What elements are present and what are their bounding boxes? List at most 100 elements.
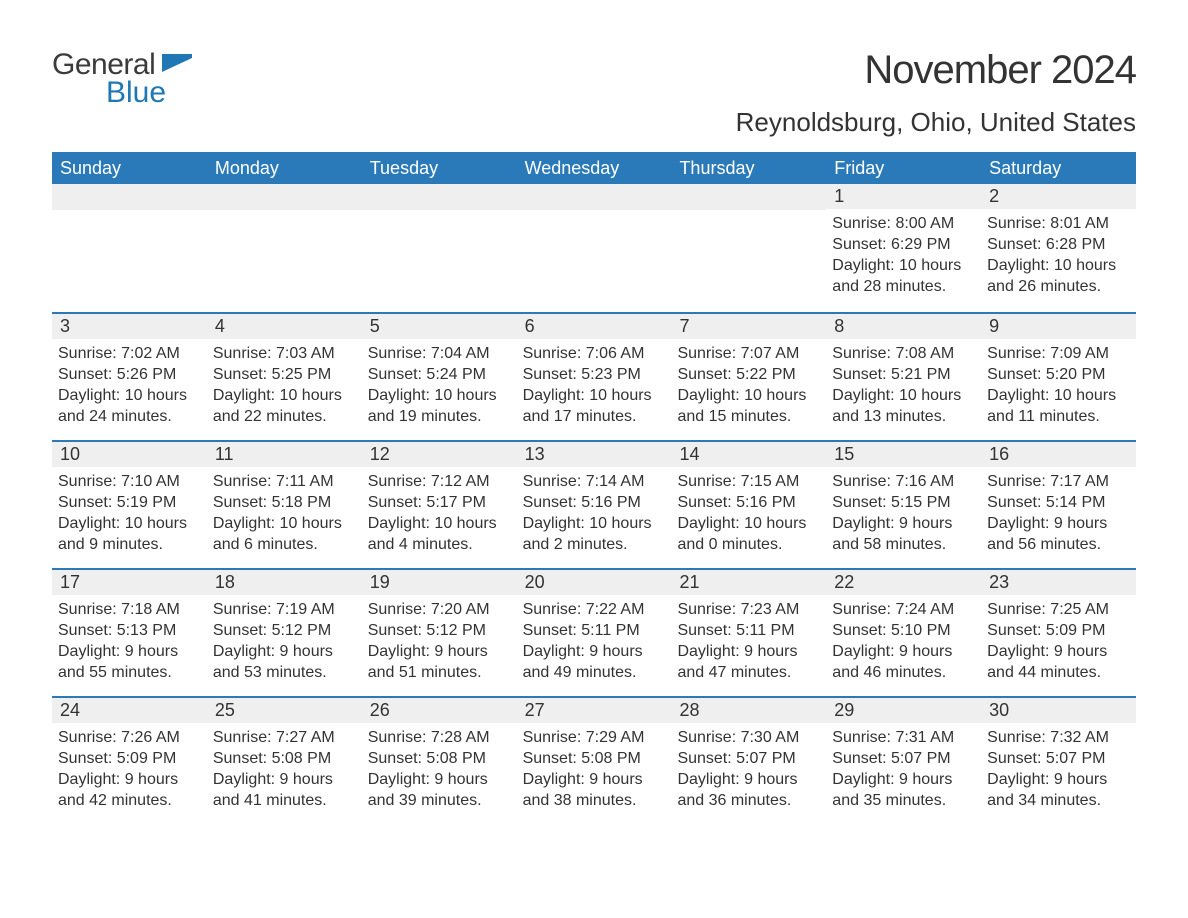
daylight-text: Daylight: 9 hours and 44 minutes.: [987, 641, 1130, 683]
day-body: Sunrise: 7:10 AMSunset: 5:19 PMDaylight:…: [52, 467, 207, 563]
day-cell: 2Sunrise: 8:01 AMSunset: 6:28 PMDaylight…: [981, 184, 1136, 312]
calendar-grid: Sunday Monday Tuesday Wednesday Thursday…: [52, 152, 1136, 824]
day-cell: 18Sunrise: 7:19 AMSunset: 5:12 PMDayligh…: [207, 568, 362, 696]
sunrise-text: Sunrise: 7:12 AM: [368, 471, 511, 492]
day-number: 17: [52, 568, 207, 595]
day-cell: 8Sunrise: 7:08 AMSunset: 5:21 PMDaylight…: [826, 312, 981, 440]
day-body: Sunrise: 7:03 AMSunset: 5:25 PMDaylight:…: [207, 339, 362, 435]
day-cell: 29Sunrise: 7:31 AMSunset: 5:07 PMDayligh…: [826, 696, 981, 824]
day-number: [207, 184, 362, 210]
sunrise-text: Sunrise: 7:18 AM: [58, 599, 201, 620]
sunset-text: Sunset: 5:16 PM: [523, 492, 666, 513]
sunset-text: Sunset: 5:12 PM: [368, 620, 511, 641]
day-body: Sunrise: 7:11 AMSunset: 5:18 PMDaylight:…: [207, 467, 362, 563]
day-body: Sunrise: 7:19 AMSunset: 5:12 PMDaylight:…: [207, 595, 362, 691]
daylight-text: Daylight: 10 hours and 0 minutes.: [677, 513, 820, 555]
daylight-text: Daylight: 10 hours and 4 minutes.: [368, 513, 511, 555]
day-cell: [517, 184, 672, 312]
day-number: 16: [981, 440, 1136, 467]
day-number: 20: [517, 568, 672, 595]
day-cell: 3Sunrise: 7:02 AMSunset: 5:26 PMDaylight…: [52, 312, 207, 440]
day-number: 3: [52, 312, 207, 339]
daylight-text: Daylight: 9 hours and 36 minutes.: [677, 769, 820, 811]
logo-flag-icon: [162, 54, 192, 79]
sunset-text: Sunset: 5:13 PM: [58, 620, 201, 641]
daylight-text: Daylight: 9 hours and 39 minutes.: [368, 769, 511, 811]
daylight-text: Daylight: 10 hours and 19 minutes.: [368, 385, 511, 427]
day-number: 5: [362, 312, 517, 339]
daylight-text: Daylight: 10 hours and 28 minutes.: [832, 255, 975, 297]
day-body: Sunrise: 7:08 AMSunset: 5:21 PMDaylight:…: [826, 339, 981, 435]
day-body: Sunrise: 8:01 AMSunset: 6:28 PMDaylight:…: [981, 209, 1136, 305]
daylight-text: Daylight: 9 hours and 42 minutes.: [58, 769, 201, 811]
day-cell: 17Sunrise: 7:18 AMSunset: 5:13 PMDayligh…: [52, 568, 207, 696]
week-row: 24Sunrise: 7:26 AMSunset: 5:09 PMDayligh…: [52, 696, 1136, 824]
day-number: 21: [671, 568, 826, 595]
sunset-text: Sunset: 5:22 PM: [677, 364, 820, 385]
sunset-text: Sunset: 5:07 PM: [677, 748, 820, 769]
day-body: Sunrise: 8:00 AMSunset: 6:29 PMDaylight:…: [826, 209, 981, 305]
day-cell: 22Sunrise: 7:24 AMSunset: 5:10 PMDayligh…: [826, 568, 981, 696]
day-body: Sunrise: 7:31 AMSunset: 5:07 PMDaylight:…: [826, 723, 981, 819]
day-body: Sunrise: 7:27 AMSunset: 5:08 PMDaylight:…: [207, 723, 362, 819]
day-body: Sunrise: 7:15 AMSunset: 5:16 PMDaylight:…: [671, 467, 826, 563]
daylight-text: Daylight: 9 hours and 53 minutes.: [213, 641, 356, 683]
day-header-row: Sunday Monday Tuesday Wednesday Thursday…: [52, 152, 1136, 184]
day-cell: [671, 184, 826, 312]
sunrise-text: Sunrise: 7:08 AM: [832, 343, 975, 364]
day-number: 8: [826, 312, 981, 339]
day-body: Sunrise: 7:29 AMSunset: 5:08 PMDaylight:…: [517, 723, 672, 819]
sunrise-text: Sunrise: 7:22 AM: [523, 599, 666, 620]
sunset-text: Sunset: 5:26 PM: [58, 364, 201, 385]
sunrise-text: Sunrise: 8:01 AM: [987, 213, 1130, 234]
day-body: Sunrise: 7:09 AMSunset: 5:20 PMDaylight:…: [981, 339, 1136, 435]
day-cell: 13Sunrise: 7:14 AMSunset: 5:16 PMDayligh…: [517, 440, 672, 568]
day-body: Sunrise: 7:18 AMSunset: 5:13 PMDaylight:…: [52, 595, 207, 691]
week-row: 3Sunrise: 7:02 AMSunset: 5:26 PMDaylight…: [52, 312, 1136, 440]
day-number: 13: [517, 440, 672, 467]
sunrise-text: Sunrise: 7:14 AM: [523, 471, 666, 492]
daylight-text: Daylight: 9 hours and 51 minutes.: [368, 641, 511, 683]
sunrise-text: Sunrise: 7:09 AM: [987, 343, 1130, 364]
sunrise-text: Sunrise: 7:25 AM: [987, 599, 1130, 620]
day-number: 19: [362, 568, 517, 595]
day-body: Sunrise: 7:06 AMSunset: 5:23 PMDaylight:…: [517, 339, 672, 435]
daylight-text: Daylight: 9 hours and 49 minutes.: [523, 641, 666, 683]
day-body: Sunrise: 7:32 AMSunset: 5:07 PMDaylight:…: [981, 723, 1136, 819]
daylight-text: Daylight: 9 hours and 56 minutes.: [987, 513, 1130, 555]
week-row: 17Sunrise: 7:18 AMSunset: 5:13 PMDayligh…: [52, 568, 1136, 696]
day-body: Sunrise: 7:12 AMSunset: 5:17 PMDaylight:…: [362, 467, 517, 563]
week-row: 1Sunrise: 8:00 AMSunset: 6:29 PMDaylight…: [52, 184, 1136, 312]
day-number: 4: [207, 312, 362, 339]
day-number: 12: [362, 440, 517, 467]
day-body: Sunrise: 7:28 AMSunset: 5:08 PMDaylight:…: [362, 723, 517, 819]
location-subtitle: Reynoldsburg, Ohio, United States: [736, 107, 1136, 138]
sunset-text: Sunset: 5:08 PM: [368, 748, 511, 769]
day-body: Sunrise: 7:07 AMSunset: 5:22 PMDaylight:…: [671, 339, 826, 435]
day-cell: 12Sunrise: 7:12 AMSunset: 5:17 PMDayligh…: [362, 440, 517, 568]
dayheader-tuesday: Tuesday: [362, 158, 517, 179]
day-number: [52, 184, 207, 210]
sunset-text: Sunset: 5:20 PM: [987, 364, 1130, 385]
sunrise-text: Sunrise: 7:29 AM: [523, 727, 666, 748]
sunset-text: Sunset: 5:18 PM: [213, 492, 356, 513]
day-number: 29: [826, 696, 981, 723]
day-number: 2: [981, 184, 1136, 209]
sunset-text: Sunset: 5:09 PM: [58, 748, 201, 769]
dayheader-saturday: Saturday: [981, 158, 1136, 179]
sunrise-text: Sunrise: 7:04 AM: [368, 343, 511, 364]
daylight-text: Daylight: 9 hours and 41 minutes.: [213, 769, 356, 811]
sunrise-text: Sunrise: 7:11 AM: [213, 471, 356, 492]
day-number: 30: [981, 696, 1136, 723]
day-body: Sunrise: 7:30 AMSunset: 5:07 PMDaylight:…: [671, 723, 826, 819]
day-cell: 26Sunrise: 7:28 AMSunset: 5:08 PMDayligh…: [362, 696, 517, 824]
sunset-text: Sunset: 5:08 PM: [523, 748, 666, 769]
day-body: Sunrise: 7:23 AMSunset: 5:11 PMDaylight:…: [671, 595, 826, 691]
sunset-text: Sunset: 5:23 PM: [523, 364, 666, 385]
sunset-text: Sunset: 5:14 PM: [987, 492, 1130, 513]
day-number: 9: [981, 312, 1136, 339]
day-cell: 27Sunrise: 7:29 AMSunset: 5:08 PMDayligh…: [517, 696, 672, 824]
daylight-text: Daylight: 10 hours and 11 minutes.: [987, 385, 1130, 427]
sunset-text: Sunset: 5:17 PM: [368, 492, 511, 513]
logo: General Blue: [52, 48, 192, 110]
